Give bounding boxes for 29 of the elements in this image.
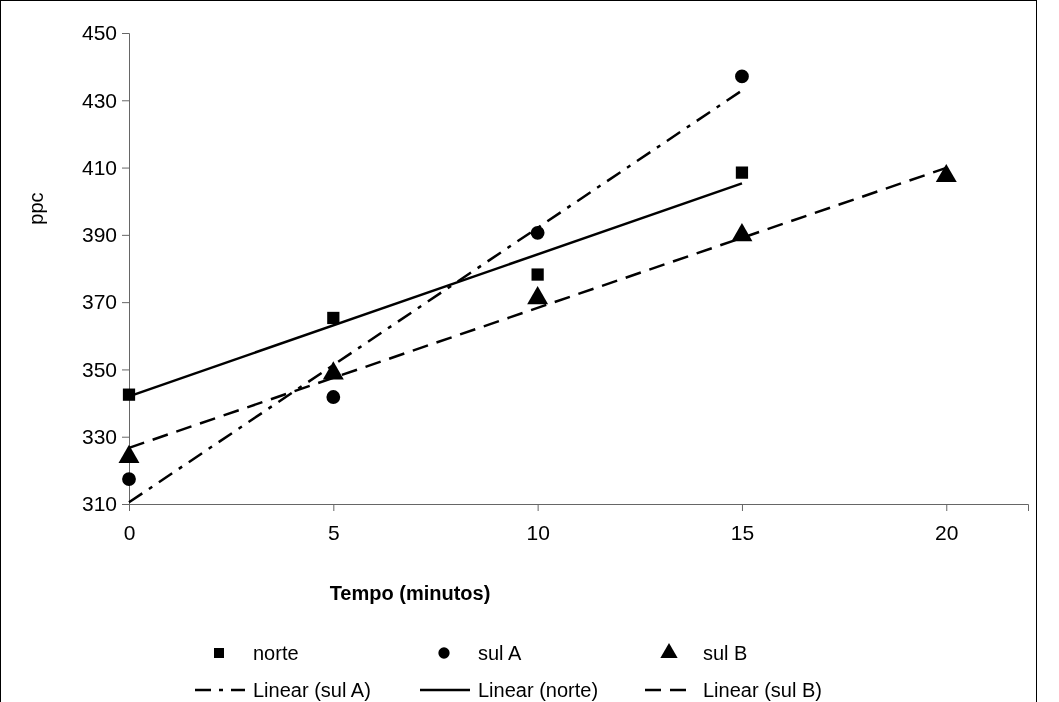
y-tick-label: 450 — [81, 21, 117, 45]
y-tick-label: 350 — [81, 357, 117, 381]
y-tick-label: 430 — [81, 88, 117, 112]
point — [531, 268, 544, 281]
y-tick-label: 370 — [81, 290, 117, 314]
y-tick-label: 390 — [81, 223, 117, 247]
x-tick-label: 15 — [730, 520, 755, 544]
legend-label: sul A — [478, 642, 523, 664]
point — [530, 225, 545, 240]
y-tick-label: 410 — [81, 155, 117, 179]
point — [327, 311, 340, 325]
y-axis-title: ppc — [25, 192, 47, 225]
x-tick-label: 5 — [327, 520, 340, 544]
legend-label: norte — [253, 642, 299, 664]
point — [735, 166, 749, 179]
x-tick-label: 10 — [526, 520, 550, 544]
legend-label: sul B — [703, 642, 748, 664]
point — [735, 69, 749, 84]
y-tick-label: 310 — [81, 492, 117, 516]
point — [326, 390, 341, 404]
x-tick-label: 20 — [935, 520, 959, 544]
x-tick-label: 0 — [123, 520, 136, 544]
legend-label: Linear (norte) — [478, 679, 599, 701]
legend-label: Linear (sul B) — [703, 679, 822, 701]
x-axis-title: Tempo (minutos) — [329, 582, 491, 604]
point — [122, 472, 136, 486]
y-tick-label: 330 — [81, 424, 117, 448]
point — [122, 388, 136, 401]
legend-label: Linear (sul A) — [253, 679, 371, 701]
